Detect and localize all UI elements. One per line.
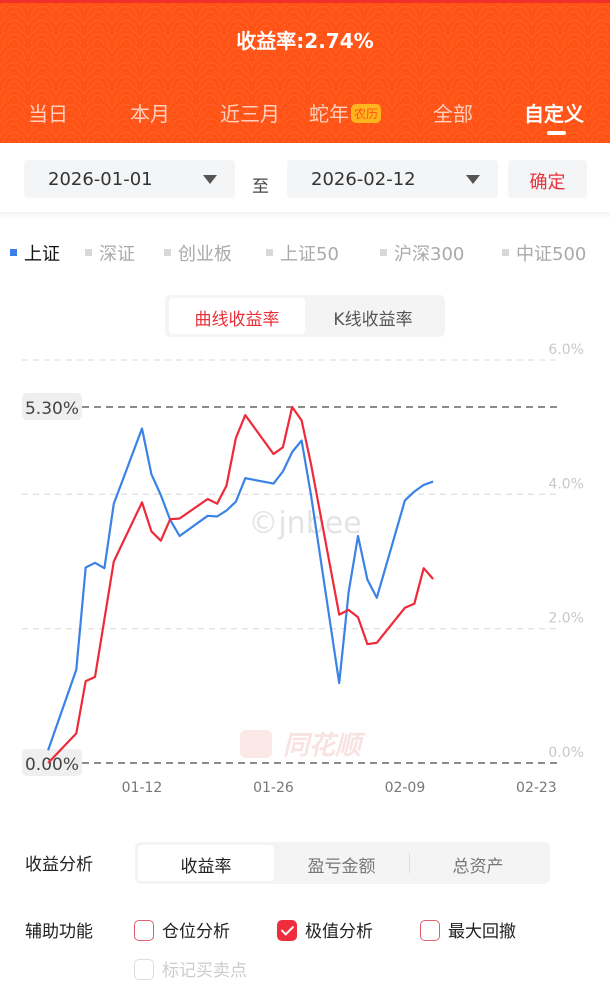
x-tick-label: 01-26: [253, 780, 294, 796]
analysis-segment: 收益率 盈亏金额 总资产: [135, 842, 550, 884]
benchmark-label: 沪深300: [394, 244, 465, 265]
extreme-label-bg: [22, 393, 82, 421]
aux-label: 辅助功能: [25, 922, 93, 942]
checkbox-label: 极值分析: [305, 922, 373, 942]
tab-3months[interactable]: 近三月: [220, 102, 280, 126]
watermark: ©jnbee: [248, 506, 361, 541]
analysis-return-rate[interactable]: 收益率: [138, 845, 274, 881]
benchmark-legend: 上证 深证 创业板 上证50 沪深300 中证500: [0, 240, 610, 266]
ths-logo-icon: [240, 730, 272, 758]
benchmark-line: [47, 427, 434, 751]
tab-month[interactable]: 本月: [130, 102, 170, 126]
legend-swatch: [164, 249, 171, 256]
checkbox-checked-icon: [277, 920, 297, 941]
tab-custom[interactable]: 自定义: [524, 102, 584, 126]
analysis-row: 收益分析 收益率 盈亏金额 总资产: [0, 842, 610, 884]
legend-swatch: [266, 249, 273, 256]
x-tick-label: 02-23: [516, 780, 557, 796]
checkbox-label: 最大回撤: [448, 922, 516, 942]
analysis-pnl-amount[interactable]: 盈亏金额: [307, 857, 376, 877]
x-tick-label: 02-09: [385, 780, 426, 796]
y-tick-label: 4.0%: [548, 476, 584, 492]
benchmark-label: 中证500: [516, 244, 587, 265]
legend-swatch: [10, 249, 17, 256]
legend-swatch: [85, 249, 92, 256]
benchmark-chinext[interactable]: 创业板: [164, 240, 232, 266]
divider: [0, 212, 610, 220]
checkbox-icon: [134, 959, 154, 980]
analysis-total-assets[interactable]: 总资产: [452, 857, 504, 877]
benchmark-csi300[interactable]: 沪深300: [380, 240, 464, 266]
active-tab-indicator: [547, 131, 566, 135]
mark-trades-checkbox[interactable]: 标记买卖点: [134, 956, 247, 981]
divider: [409, 853, 410, 873]
return-chart: 0.0% 2.0% 4.0% 6.0% 01-12 01-26 02-09 02-23 ©jnb…: [22, 342, 584, 796]
y-tick-label: 2.0%: [548, 611, 584, 627]
caret-down-icon: [466, 175, 480, 184]
checkbox-label: 仓位分析: [162, 922, 230, 942]
max-drawdown-checkbox[interactable]: 最大回撤: [420, 917, 516, 942]
confirm-button[interactable]: 确定: [508, 160, 587, 198]
return-line: [47, 405, 434, 764]
benchmark-shanghai[interactable]: 上证: [10, 240, 60, 266]
legend-swatch: [380, 249, 387, 256]
legend-swatch: [502, 249, 509, 256]
x-tick-label: 01-12: [122, 780, 163, 796]
date-range: 2026-01-01 至 2026-02-12 确定: [0, 160, 610, 200]
curve-return-tab[interactable]: 曲线收益率: [169, 298, 305, 334]
y-tick-label: 0.0%: [548, 745, 584, 761]
range-separator: 至: [252, 177, 269, 197]
start-date-select[interactable]: 2026-01-01: [24, 160, 235, 198]
y-tick-label: 6.0%: [548, 342, 584, 358]
benchmark-label: 上证50: [280, 244, 339, 265]
extreme-label: 0.00%: [25, 755, 79, 775]
benchmark-label: 深证: [99, 244, 135, 265]
position-analysis-checkbox[interactable]: 仓位分析: [134, 917, 230, 942]
kline-return-tab[interactable]: K线收益率: [333, 310, 413, 330]
extreme-analysis-checkbox[interactable]: 极值分析: [277, 917, 373, 942]
benchmark-label: 创业板: [178, 244, 232, 265]
end-date-select[interactable]: 2026-02-12: [287, 160, 498, 198]
benchmark-shenzhen[interactable]: 深证: [85, 240, 135, 266]
benchmark-csi500[interactable]: 中证500: [502, 240, 586, 266]
tab-all[interactable]: 全部: [433, 102, 473, 126]
extreme-label: 5.30%: [25, 399, 79, 419]
extreme-label-bg: [22, 749, 82, 776]
return-rate-title: 收益率:2.74%: [236, 29, 374, 53]
header: 收益率:2.74% 当日 本月 近三月 蛇年 农历 全部 自定义: [0, 0, 610, 143]
chart-type-toggle: 曲线收益率 K线收益率: [165, 295, 445, 337]
tab-label: 蛇年: [309, 102, 349, 126]
analysis-label: 收益分析: [25, 855, 93, 875]
checkbox-icon: [134, 920, 154, 941]
caret-down-icon: [203, 175, 217, 184]
watermark: 同花顺: [283, 731, 366, 761]
checkbox-icon: [420, 920, 440, 941]
benchmark-label: 上证: [24, 244, 60, 265]
end-date-value: 2026-02-12: [311, 169, 416, 190]
tab-today[interactable]: 当日: [28, 102, 68, 126]
period-tabs: 当日 本月 近三月 蛇年 农历 全部 自定义: [0, 98, 610, 128]
checkbox-label: 标记买卖点: [162, 961, 247, 981]
tab-snake-year[interactable]: 蛇年 农历: [309, 98, 382, 127]
benchmark-sse50[interactable]: 上证50: [266, 240, 339, 266]
lunar-badge: 农历: [351, 104, 382, 123]
start-date-value: 2026-01-01: [48, 169, 153, 190]
